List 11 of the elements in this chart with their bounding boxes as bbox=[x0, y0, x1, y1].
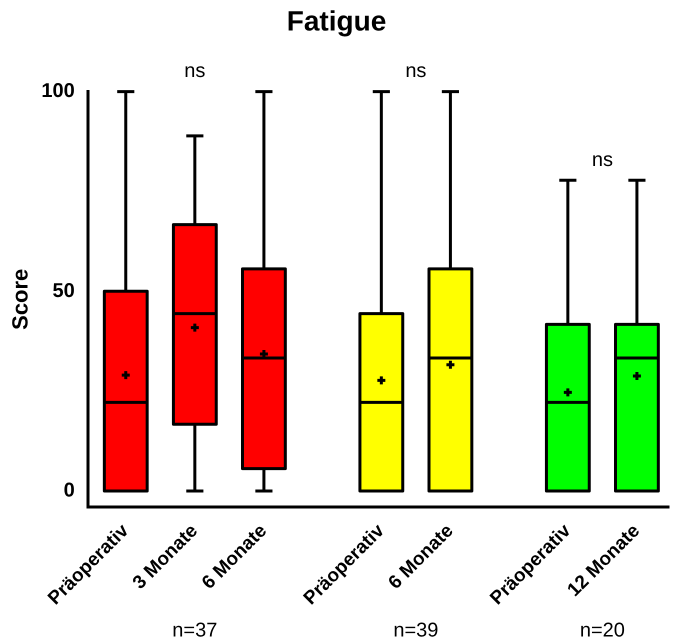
y-tick-label: 100 bbox=[41, 80, 75, 102]
text: n=37 bbox=[172, 620, 218, 642]
annotation: ns bbox=[592, 148, 613, 171]
y-tick-label: 50 bbox=[52, 280, 75, 302]
text: n=39 bbox=[393, 620, 438, 642]
chart-title: Fatigue bbox=[286, 6, 386, 37]
text: n=20 bbox=[580, 620, 625, 642]
y-tick-label: 0 bbox=[64, 479, 75, 502]
y-axis-title: Score bbox=[7, 268, 32, 330]
text: ns bbox=[405, 60, 426, 82]
text: ns bbox=[184, 60, 206, 82]
